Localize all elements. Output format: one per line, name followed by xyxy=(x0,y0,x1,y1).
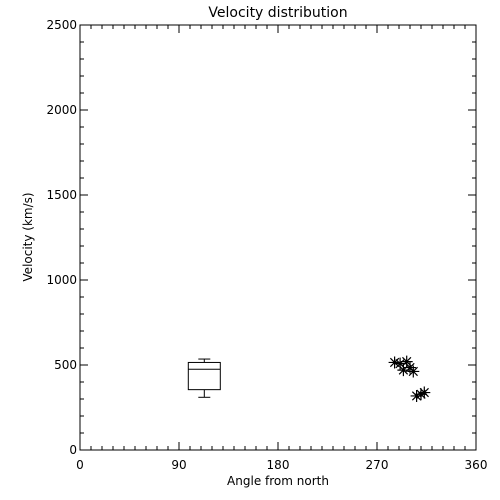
x-tick-label: 270 xyxy=(366,458,389,472)
data-marks xyxy=(187,355,431,402)
y-axis-title: Velocity (km/s) xyxy=(21,192,35,281)
y-tick-label: 500 xyxy=(54,358,77,372)
axes: 0 90 180 270 360 0 500 1000 1500 2000 2500 xyxy=(46,18,487,472)
y-tick-label: 2500 xyxy=(46,18,77,32)
y-tick-label: 1000 xyxy=(46,273,77,287)
data-point xyxy=(418,386,431,399)
x-axis-title: Angle from north xyxy=(227,474,329,488)
x-tick-label: 0 xyxy=(76,458,84,472)
data-point xyxy=(400,355,413,368)
box-plot xyxy=(187,358,221,398)
y-tick-label: 2000 xyxy=(46,103,77,117)
data-point xyxy=(388,356,401,369)
data-point xyxy=(415,388,427,401)
chart-title: Velocity distribution xyxy=(208,5,347,21)
x-tick-label: 180 xyxy=(267,458,290,472)
data-point xyxy=(397,364,410,377)
data-point xyxy=(394,357,407,370)
data-point xyxy=(410,389,423,402)
y-tick-label: 1500 xyxy=(46,188,77,202)
box-iqr xyxy=(187,361,221,391)
plot-frame xyxy=(79,24,477,451)
y-tick-label: 0 xyxy=(69,443,77,457)
data-point xyxy=(407,365,420,378)
x-tick-label: 90 xyxy=(171,458,186,472)
x-tick-label: 360 xyxy=(465,458,488,472)
